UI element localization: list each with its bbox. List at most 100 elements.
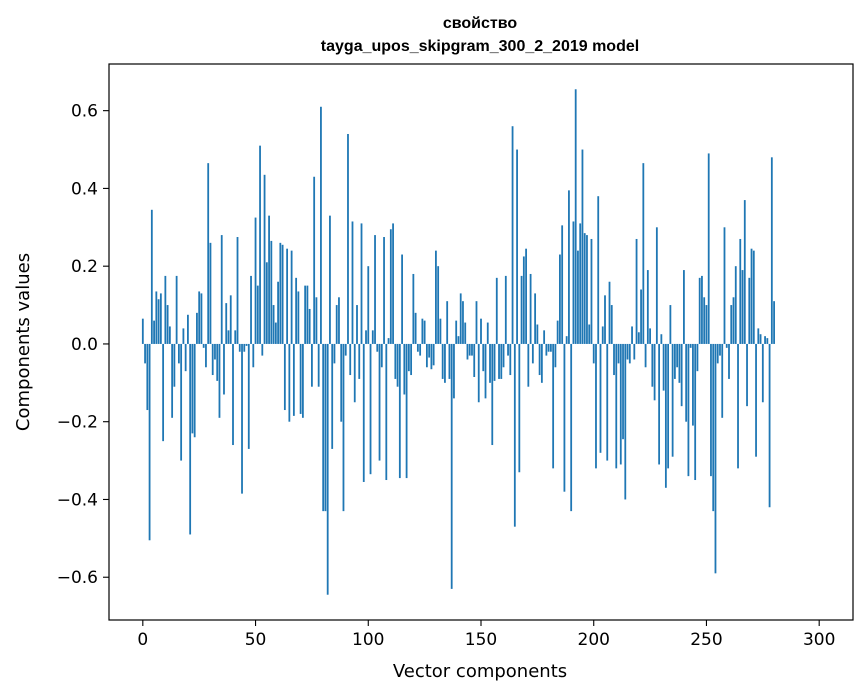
bar <box>283 343 286 411</box>
bar <box>455 320 458 344</box>
bar <box>380 343 383 368</box>
bar <box>766 338 769 344</box>
bar <box>338 297 340 344</box>
bar <box>245 343 248 346</box>
y-tick-label: 0.6 <box>71 102 98 122</box>
bar <box>511 126 514 344</box>
bar <box>396 343 399 387</box>
bar <box>367 266 370 344</box>
bar <box>770 157 773 344</box>
y-tick-label: 0.0 <box>71 335 98 355</box>
bar <box>601 326 604 344</box>
bar <box>184 343 187 372</box>
bar <box>475 301 478 344</box>
bar <box>421 318 424 344</box>
bar <box>748 277 751 344</box>
bar <box>335 305 338 344</box>
bar <box>732 297 735 344</box>
bar <box>480 318 482 344</box>
bar <box>315 297 318 344</box>
bar <box>493 343 496 381</box>
bar <box>374 235 376 344</box>
x-tick-label: 250 <box>690 630 722 650</box>
bar <box>678 343 681 383</box>
bar <box>525 248 527 344</box>
bar <box>444 343 446 383</box>
bar <box>272 305 275 344</box>
bar <box>353 343 356 403</box>
bar <box>446 301 449 344</box>
bar <box>574 89 577 344</box>
bar <box>590 238 593 344</box>
bar <box>295 277 298 344</box>
bar <box>543 330 546 344</box>
bar <box>491 343 494 446</box>
bar <box>707 153 710 344</box>
bar <box>716 343 719 364</box>
bar <box>743 200 746 344</box>
bar <box>387 338 390 344</box>
bar <box>649 328 651 344</box>
bar <box>635 238 638 344</box>
bar <box>428 343 431 358</box>
bar <box>349 343 352 376</box>
bar <box>439 318 442 344</box>
bar <box>549 343 552 352</box>
bar <box>683 270 685 344</box>
bar <box>193 343 196 438</box>
bar <box>171 343 174 418</box>
bar <box>768 343 771 508</box>
bar <box>755 343 757 457</box>
bar <box>622 343 624 440</box>
bar <box>759 334 762 344</box>
bar <box>644 343 647 368</box>
bar <box>764 336 766 344</box>
bar <box>453 343 455 399</box>
bar <box>522 256 525 344</box>
bar <box>651 343 654 387</box>
bar <box>223 343 225 395</box>
bar <box>450 343 453 589</box>
bar <box>187 314 189 344</box>
bar <box>556 320 559 344</box>
bar <box>545 343 548 356</box>
bar <box>232 343 234 446</box>
bar <box>261 343 264 356</box>
bar <box>633 343 636 360</box>
bar <box>164 275 167 344</box>
bar <box>166 305 169 344</box>
bar <box>757 328 760 344</box>
bar <box>189 343 192 535</box>
bar <box>667 343 670 469</box>
bar <box>687 343 690 477</box>
bar <box>484 343 487 399</box>
bar <box>180 343 183 461</box>
bar <box>592 343 595 364</box>
bar <box>430 343 433 370</box>
bar <box>624 343 627 500</box>
bar <box>299 343 302 414</box>
bar <box>419 343 422 356</box>
bar <box>507 343 509 356</box>
bar <box>752 250 755 344</box>
bar <box>148 343 151 541</box>
bar <box>610 305 613 344</box>
bar <box>286 248 289 344</box>
bar <box>595 343 597 469</box>
bar <box>495 277 498 344</box>
bar <box>468 343 471 356</box>
bar <box>761 343 764 403</box>
bar <box>712 343 715 512</box>
bar-series <box>141 89 775 595</box>
bar <box>655 227 658 344</box>
bar <box>459 293 462 344</box>
bar <box>466 343 469 360</box>
bar <box>457 336 460 344</box>
bar <box>568 190 570 344</box>
chart-title-line-2: tayga_upos_skipgram_300_2_2019 model <box>321 38 639 55</box>
bar <box>351 221 354 344</box>
bar <box>162 343 165 442</box>
bar <box>685 343 688 422</box>
bar <box>292 343 295 416</box>
bar <box>270 240 273 344</box>
